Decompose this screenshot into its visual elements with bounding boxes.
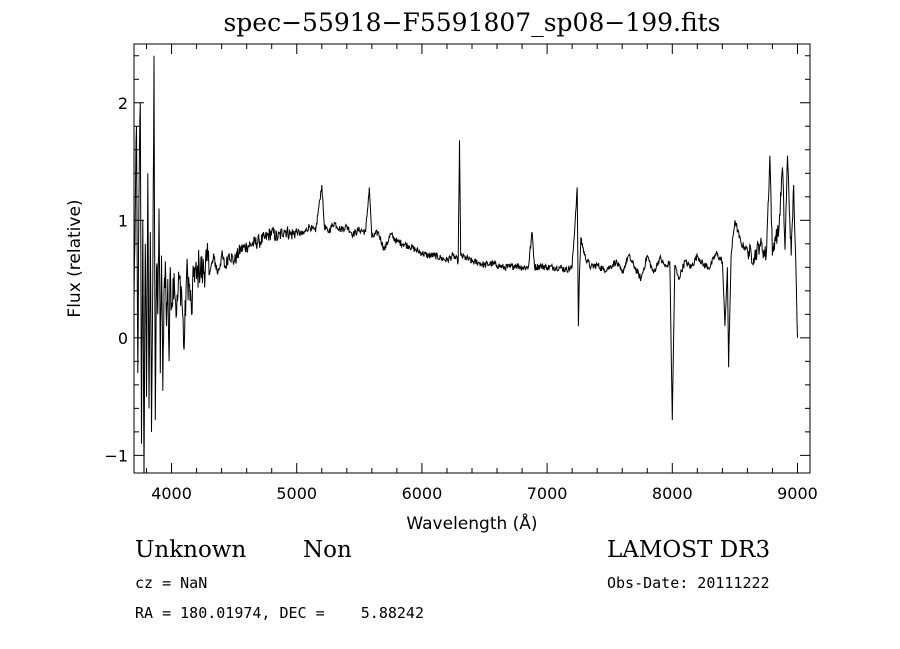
x-tick-label: 6000 [402,484,443,503]
x-axis-label: Wavelength (Å) [406,512,537,534]
x-tick-label: 9000 [777,484,818,503]
chart-title: spec−55918−F5591807_sp08−199.fits [223,8,721,37]
y-axis-label: Flux (relative) [65,199,85,317]
plot-area: 4000 5000 6000 7000 8000 9000 −1 0 1 2 Wavelength … [65,43,818,534]
spectrum-line-0 [134,55,798,473]
object-class: Unknown [135,537,247,563]
y-tick-label: −1 [104,446,128,465]
y-tick-label: 0 [118,329,128,348]
y-tick-label: 1 [118,211,128,230]
redshift-label: cz = NaN [135,574,208,592]
x-tick-label: 7000 [527,484,568,503]
coordinates-label: RA = 180.01974, DEC = 5.88242 [135,604,424,622]
x-tick-label: 4000 [151,484,192,503]
y-tick-label: 2 [118,94,128,113]
obs-date-label: Obs-Date: 20111222 [607,574,770,592]
survey-label: LAMOST DR3 [607,537,771,563]
object-subclass: Non [303,537,352,563]
x-tick-label: 8000 [652,484,693,503]
x-tick-label: 5000 [276,484,317,503]
